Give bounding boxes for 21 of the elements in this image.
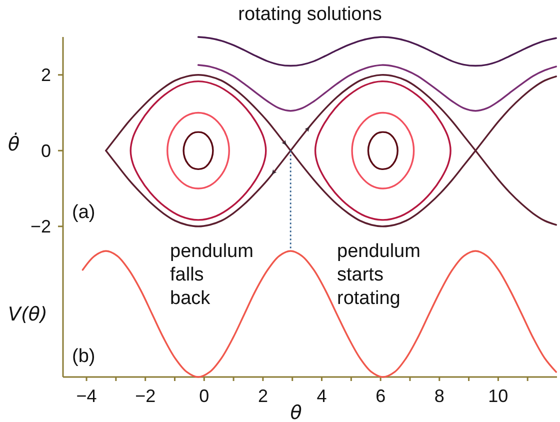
annotation: pendulum falls back bbox=[170, 241, 254, 309]
line-series bbox=[197, 36, 557, 67]
y-tick-label: −2 bbox=[30, 216, 51, 237]
annotation: (b) bbox=[72, 346, 96, 367]
x-tick-label: 10 bbox=[488, 386, 508, 406]
x-tick-label: 8 bbox=[434, 386, 444, 406]
line-series bbox=[197, 64, 557, 112]
x-tick-label: −2 bbox=[135, 386, 156, 406]
x-tick-label: −4 bbox=[76, 386, 97, 406]
x-tick-label: 0 bbox=[199, 386, 210, 406]
x-axis-title: θ bbox=[290, 402, 302, 422]
x-tick-label: 6 bbox=[376, 386, 386, 406]
y-axis-title: θ̇ bbox=[8, 132, 20, 156]
annotation: (a) bbox=[72, 202, 96, 223]
chart-title: rotating solutions bbox=[238, 4, 382, 25]
y-tick-label: 2 bbox=[40, 65, 51, 86]
annotation: pendulum starts rotating bbox=[337, 241, 420, 309]
y-axis-title: V(θ) bbox=[8, 304, 48, 326]
x-tick-label: 2 bbox=[258, 386, 268, 406]
x-tick-label: 4 bbox=[316, 386, 327, 406]
y-tick-label: 0 bbox=[40, 140, 51, 161]
